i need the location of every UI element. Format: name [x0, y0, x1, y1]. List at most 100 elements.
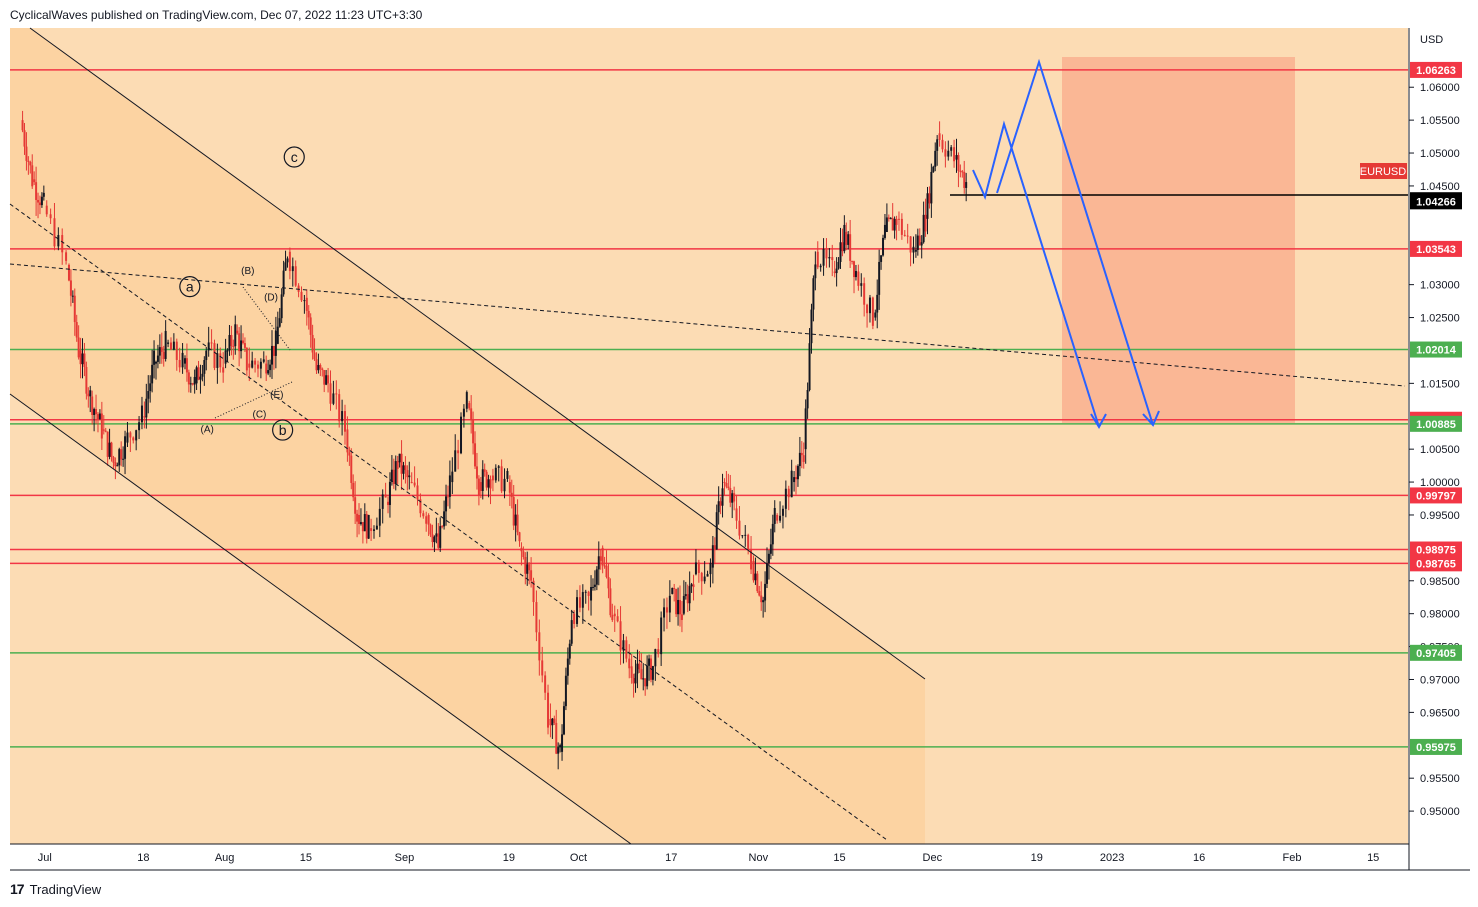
candle-body [860, 283, 863, 286]
candle-body [721, 488, 724, 506]
candle-body [847, 234, 850, 245]
candle-body [238, 333, 241, 352]
triangle-lower-line [214, 381, 293, 419]
candle-body [446, 496, 449, 498]
candle-series [21, 110, 968, 770]
candle-body [75, 322, 78, 338]
candle-body [918, 235, 921, 246]
candle-body [481, 469, 484, 491]
candle-body [595, 569, 598, 585]
candle-body [944, 149, 947, 157]
candle-body [611, 615, 614, 621]
candle-body [489, 479, 492, 489]
candle-body [520, 547, 523, 552]
candle-body [686, 594, 689, 604]
candle-body [248, 363, 251, 368]
candle-body [294, 266, 297, 286]
candle-body [876, 294, 879, 313]
projection-arrowhead-1 [1090, 413, 1107, 430]
candle-body [566, 658, 569, 676]
candle-body [114, 462, 117, 467]
candle-body [27, 160, 30, 162]
resistance-level-badge [1410, 555, 1462, 572]
candle-body [825, 248, 828, 259]
candle-body [900, 218, 903, 235]
candle-body [793, 477, 796, 483]
candle-body [760, 595, 763, 603]
long-dashed-trendline [9, 263, 1406, 387]
candle-body [863, 283, 866, 305]
candle-body [678, 599, 681, 615]
candle-body [465, 392, 468, 409]
candle-body [733, 493, 736, 502]
candle-body [628, 658, 631, 669]
tradingview-footer[interactable]: 17 TradingView [10, 881, 101, 897]
candle-body [538, 632, 541, 661]
candle-body [427, 514, 430, 525]
price-tick-label: 0.95000 [1420, 806, 1460, 818]
candle-body [800, 452, 803, 456]
candle-body [236, 330, 239, 334]
price-tick-label: 0.96500 [1420, 707, 1460, 719]
candle-body [309, 317, 312, 335]
candle-body [472, 420, 475, 444]
candle-body [530, 570, 533, 581]
target-zone-box [1062, 57, 1295, 423]
candle-body [222, 367, 225, 373]
candle-body [893, 218, 896, 231]
candle-body [601, 547, 604, 566]
price-tick-label: 1.05000 [1420, 148, 1460, 160]
candle-body [25, 146, 28, 161]
candle-body [73, 295, 76, 323]
wave-label-circle [283, 146, 305, 168]
candle-body [67, 264, 70, 281]
candle-body [784, 488, 787, 509]
candle-body [242, 340, 244, 344]
candle-body [375, 525, 378, 530]
candle-body [593, 584, 596, 587]
candle-body [284, 262, 287, 271]
resistance-level-badge [1410, 541, 1462, 558]
candle-body [172, 341, 175, 350]
candle-body [108, 442, 111, 457]
candle-body [535, 602, 538, 633]
wave-label: b [279, 422, 287, 438]
candle-body [341, 411, 344, 422]
candle-body [849, 234, 852, 261]
candle-body [91, 396, 94, 415]
candle-body [874, 312, 877, 318]
price-tick-label: 1.04500 [1420, 181, 1460, 193]
candle-body [338, 394, 341, 422]
time-tick-label: Sep [395, 852, 415, 864]
candle-body [394, 461, 397, 485]
wave-label: (B) [241, 266, 254, 277]
candle-body [297, 285, 300, 292]
resistance-level-badge [1410, 240, 1462, 257]
price-tick-label: 0.95500 [1420, 773, 1460, 785]
candle-body [271, 345, 274, 365]
candle-body [31, 165, 34, 187]
candle-body [510, 492, 513, 498]
candle-body [487, 479, 490, 488]
candle-body [557, 747, 560, 754]
candle-body [416, 485, 419, 500]
candle-body [350, 455, 353, 483]
symbol-badge: EURUSD [1360, 163, 1407, 179]
candle-body [116, 465, 119, 467]
candle-body [354, 497, 357, 514]
candle-body [437, 533, 440, 548]
candle-body [213, 343, 216, 368]
candle-body [232, 346, 235, 348]
candle-body [210, 342, 213, 344]
candle-body [460, 416, 463, 454]
candle-body [475, 466, 478, 479]
candle-body [725, 483, 728, 487]
candle-body [947, 150, 950, 157]
candle-body [912, 246, 915, 253]
candle-body [98, 413, 101, 420]
candle-body [65, 252, 68, 261]
candle-body [828, 256, 831, 259]
candle-body [957, 155, 960, 171]
resistance-level-badge-label: 1.06263 [1416, 65, 1456, 77]
